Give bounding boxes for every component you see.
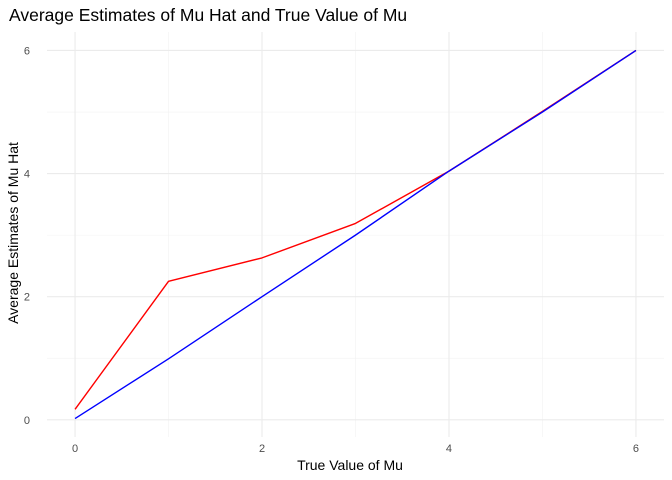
- x-tick-labels: 0 2 4 6: [72, 443, 639, 455]
- y-axis-title: Average Estimates of Mu Hat: [5, 142, 21, 324]
- x-tick-label: 2: [259, 443, 265, 455]
- series-line-2: [74, 49, 637, 420]
- x-tick-label: 6: [633, 443, 639, 455]
- y-tick-labels: 0 2 4 6: [24, 45, 30, 426]
- x-tick-label: 0: [72, 443, 78, 455]
- y-tick-label: 0: [24, 415, 30, 427]
- y-tick-label: 2: [24, 292, 30, 304]
- x-tick-label: 4: [446, 443, 452, 455]
- x-axis-title: True Value of Mu: [297, 457, 403, 473]
- y-tick-label: 4: [24, 169, 30, 181]
- series-lines: [74, 49, 637, 420]
- chart-title: Average Estimates of Mu Hat and True Val…: [9, 5, 407, 25]
- y-tick-label: 6: [24, 45, 30, 57]
